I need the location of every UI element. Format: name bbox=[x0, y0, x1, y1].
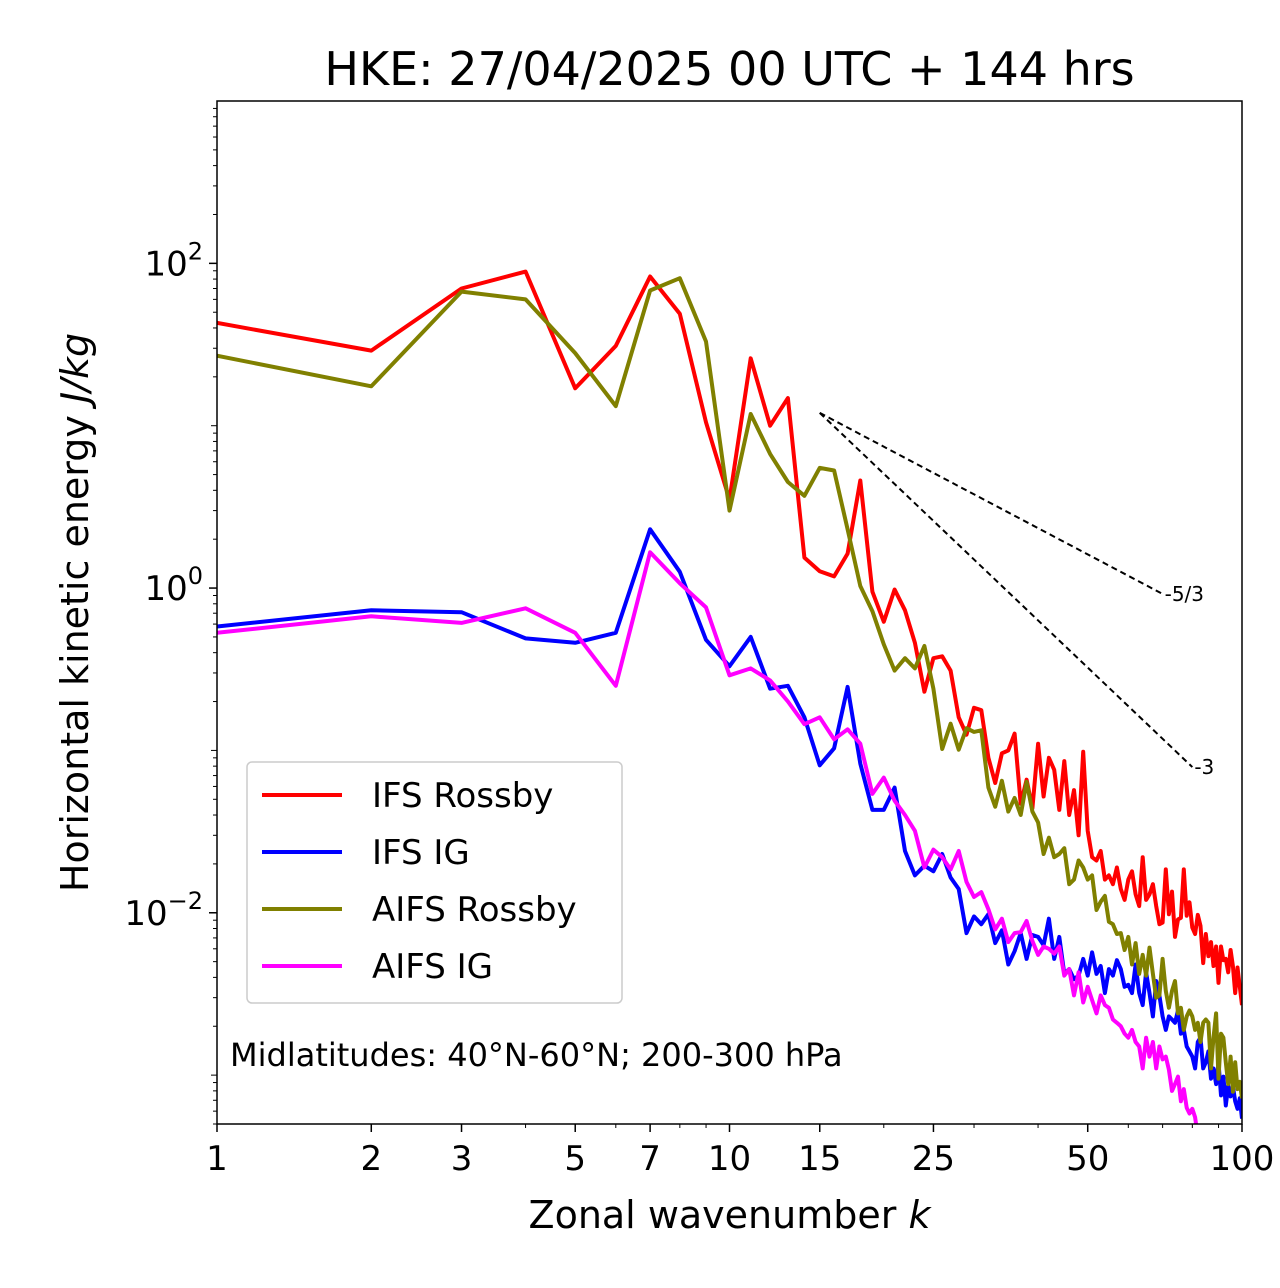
reference-slope-label: -5/3 bbox=[1165, 582, 1204, 606]
region-annotation: Midlatitudes: 40°N-60°N; 200-300 hPa bbox=[230, 1036, 843, 1074]
y-tick-base: 10 bbox=[144, 244, 187, 284]
x-tick-label: 10 bbox=[708, 1139, 751, 1179]
x-tick-label: 1 bbox=[206, 1139, 228, 1179]
y-tick-exponent: 0 bbox=[188, 562, 203, 590]
reference-slope-line bbox=[819, 412, 1194, 768]
x-tick-label: 50 bbox=[1066, 1139, 1109, 1179]
x-tick-label: 25 bbox=[912, 1139, 955, 1179]
y-axis-label-text: Horizontal kinetic energy bbox=[53, 415, 97, 892]
x-tick-label: 100 bbox=[1210, 1139, 1275, 1179]
y-tick-label: 100 bbox=[144, 562, 203, 609]
reference-slope-line bbox=[819, 411, 1164, 595]
x-axis-label: Zonal wavenumber k bbox=[529, 1193, 933, 1237]
y-tick-exponent: −2 bbox=[168, 887, 203, 915]
y-tick-exponent: 2 bbox=[188, 237, 203, 265]
x-tick-label: 2 bbox=[360, 1139, 382, 1179]
y-tick-label: 10−2 bbox=[124, 887, 203, 934]
series-line-aifs-ig bbox=[217, 550, 1199, 1124]
legend: IFS Rossby IFS IG AIFS Rossby AIFS IG bbox=[246, 761, 623, 1004]
x-tick-label: 3 bbox=[451, 1139, 473, 1179]
chart-title: HKE: 27/04/2025 00 UTC + 144 hrs bbox=[324, 42, 1134, 96]
plot-lines bbox=[217, 269, 1242, 1124]
y-tick-label: 102 bbox=[144, 237, 203, 284]
plot-frame bbox=[216, 100, 1243, 1125]
x-tick-label: 15 bbox=[798, 1139, 841, 1179]
legend-label: AIFS IG bbox=[372, 947, 493, 987]
legend-label: IFS IG bbox=[372, 833, 470, 873]
y-axis-label: Horizontal kinetic energy J/kg bbox=[53, 333, 97, 892]
reference-slope-label: -3 bbox=[1194, 755, 1214, 779]
y-tick-base: 10 bbox=[124, 894, 167, 934]
legend-box bbox=[246, 761, 623, 1004]
series-line-ifs-ig bbox=[217, 527, 1242, 1119]
reference-slopes: -5/3 -3 bbox=[819, 411, 1214, 779]
x-axis-label-var: k bbox=[908, 1193, 932, 1237]
x-axis-label-text: Zonal wavenumber bbox=[529, 1193, 897, 1237]
y-tick-base: 10 bbox=[144, 569, 187, 609]
x-tick-label: 5 bbox=[564, 1139, 586, 1179]
legend-label: IFS Rossby bbox=[372, 776, 553, 816]
x-tick-label: 7 bbox=[639, 1139, 661, 1179]
series-line-aifs-rossby bbox=[217, 276, 1242, 1099]
legend-label: AIFS Rossby bbox=[372, 890, 577, 930]
series-line-ifs-rossby bbox=[217, 269, 1242, 1006]
y-axis-label-unit: J/kg bbox=[53, 333, 97, 410]
